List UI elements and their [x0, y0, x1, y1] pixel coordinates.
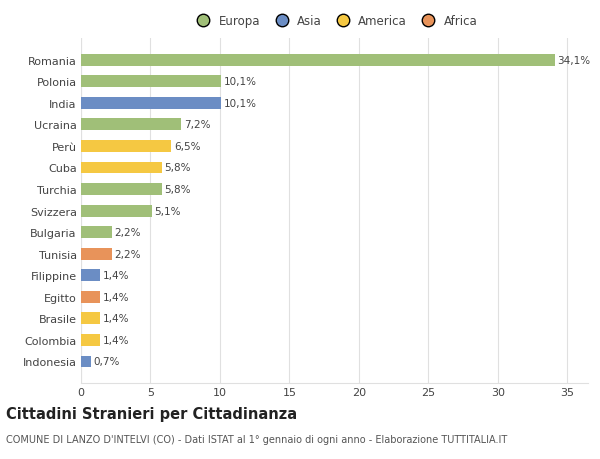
Text: 0,7%: 0,7% [94, 357, 120, 367]
Text: 10,1%: 10,1% [224, 99, 257, 109]
Bar [81, 141, 171, 152]
Bar [81, 291, 100, 303]
Bar [81, 313, 100, 325]
Bar [81, 98, 221, 110]
Bar [81, 119, 181, 131]
Text: 5,8%: 5,8% [164, 185, 191, 195]
Text: 5,1%: 5,1% [155, 206, 181, 216]
Text: 5,8%: 5,8% [164, 163, 191, 173]
Text: 1,4%: 1,4% [103, 271, 130, 280]
Text: 1,4%: 1,4% [103, 292, 130, 302]
Text: 2,2%: 2,2% [115, 228, 141, 238]
Text: 34,1%: 34,1% [557, 56, 590, 66]
Text: Cittadini Stranieri per Cittadinanza: Cittadini Stranieri per Cittadinanza [6, 406, 297, 421]
Bar [81, 162, 161, 174]
Text: 10,1%: 10,1% [224, 77, 257, 87]
Bar [81, 248, 112, 260]
Bar [81, 356, 91, 368]
Bar [81, 227, 112, 239]
Bar [81, 334, 100, 346]
Bar [81, 55, 554, 67]
Text: 2,2%: 2,2% [115, 249, 141, 259]
Text: COMUNE DI LANZO D'INTELVI (CO) - Dati ISTAT al 1° gennaio di ogni anno - Elabora: COMUNE DI LANZO D'INTELVI (CO) - Dati IS… [6, 434, 507, 444]
Text: 1,4%: 1,4% [103, 313, 130, 324]
Bar [81, 184, 161, 196]
Legend: Europa, Asia, America, Africa: Europa, Asia, America, Africa [187, 11, 482, 33]
Text: 6,5%: 6,5% [174, 142, 200, 151]
Bar [81, 76, 221, 88]
Bar [81, 205, 152, 217]
Text: 1,4%: 1,4% [103, 335, 130, 345]
Text: 7,2%: 7,2% [184, 120, 210, 130]
Bar [81, 270, 100, 281]
